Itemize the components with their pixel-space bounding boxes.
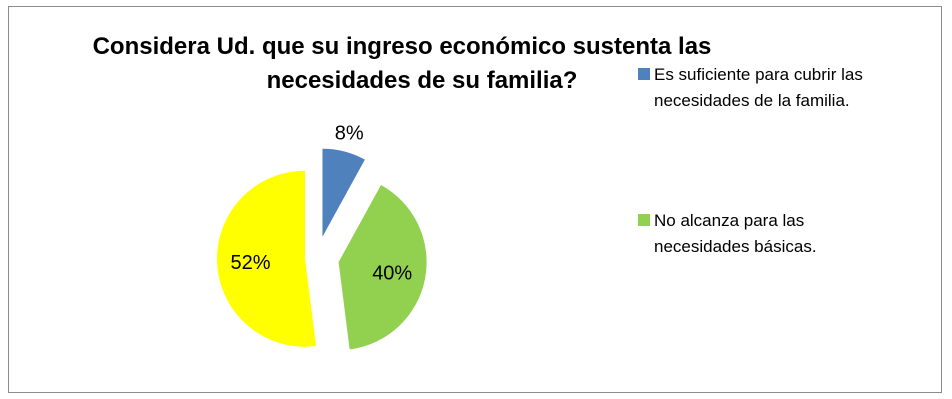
pie-label-no-alcanza: 40% [372,262,412,284]
legend-label-no-alcanza-line-2: necesidades básicas. [654,237,817,256]
legend-swatch-suficiente [638,68,650,80]
chart-frame [8,6,942,393]
pie-data-labels: 8% 40% 52% [231,123,413,285]
legend-label-no-alcanza-line-1: No alcanza para las [654,211,805,230]
legend-label-no-alcanza: No alcanza para las necesidades básicas. [654,208,924,260]
pie-slice-no-alcanza [338,185,427,350]
pie-slices [217,148,427,350]
legend-swatch-no-alcanza [638,214,650,226]
pie-slice-otros [217,170,317,347]
legend-label-suficiente-line-1: Es suficiente para cubrir las [654,65,863,84]
chart-title: Considera Ud. que su ingreso económico s… [22,30,782,98]
legend-label-suficiente: Es suficiente para cubrir las necesidade… [654,62,924,114]
pie-label-otros: 52% [231,252,271,274]
chart-title-line-2: necesidades de su familia? [266,67,578,94]
pie-slice-suficiente [322,148,365,237]
chart-title-line-1: Considera Ud. que su ingreso económico s… [92,33,712,60]
legend-label-suficiente-line-2: necesidades de la familia. [654,91,850,110]
pie-label-suficiente: 8% [335,123,364,145]
